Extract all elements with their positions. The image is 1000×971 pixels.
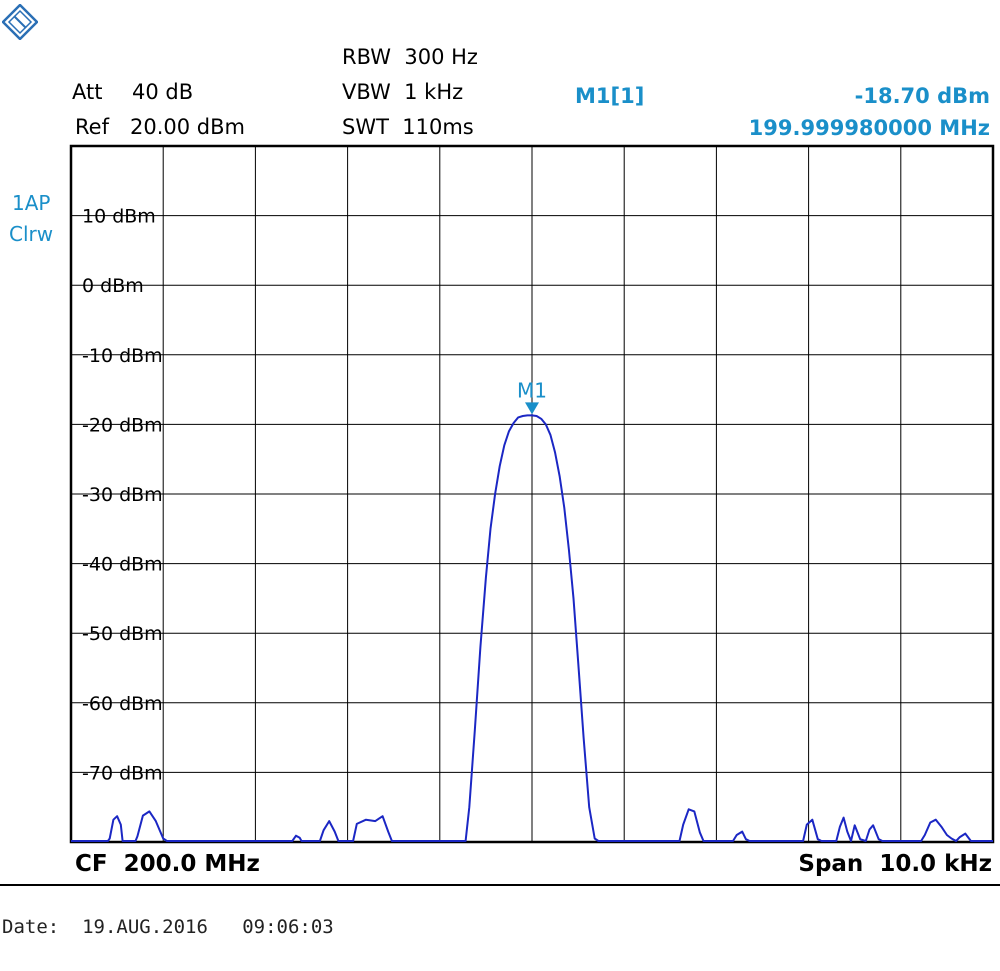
vbw-setting: VBW 1 kHz [342, 80, 464, 104]
trace-detector-label: 1AP [12, 191, 51, 215]
y-tick-label: -20 dBm [82, 414, 163, 436]
spectrum-trace [71, 414, 993, 842]
y-tick-label: -10 dBm [82, 345, 163, 367]
span: Span 10.0 kHz [798, 851, 992, 877]
marker-level: -18.70 dBm [854, 84, 990, 108]
marker-m1: M1 [517, 378, 547, 415]
y-tick-label: 10 dBm [82, 206, 156, 228]
y-tick-label: -40 dBm [82, 554, 163, 576]
att-label: Att [72, 80, 103, 104]
y-tick-label: 0 dBm [82, 275, 144, 297]
center-frequency: CF 200.0 MHz [75, 851, 260, 877]
ref-value: 20.00 dBm [130, 115, 245, 139]
capture-date: Date: 19.AUG.2016 09:06:03 [2, 916, 334, 938]
y-tick-label: -60 dBm [82, 693, 163, 715]
y-tick-label: -30 dBm [82, 484, 163, 506]
att-value: 40 dB [132, 80, 194, 104]
rbw-setting: RBW 300 Hz [342, 45, 478, 69]
marker-frequency: 199.999980000 MHz [748, 116, 990, 140]
trace-mode-label: Clrw [9, 222, 54, 246]
y-tick-label: -70 dBm [82, 762, 163, 784]
marker-name: M1[1] [575, 84, 645, 108]
ref-label: Ref [75, 115, 109, 139]
rs-logo-icon [2, 4, 38, 40]
marker-triangle [525, 402, 539, 415]
y-tick-labels: 10 dBm 0 dBm -10 dBm -20 dBm -30 dBm -40 dBm -… [82, 206, 163, 785]
y-tick-label: -50 dBm [82, 623, 163, 645]
marker-label: M1 [517, 378, 547, 402]
plot-grid [0, 144, 1000, 886]
swt-setting: SWT 110ms [342, 115, 474, 139]
